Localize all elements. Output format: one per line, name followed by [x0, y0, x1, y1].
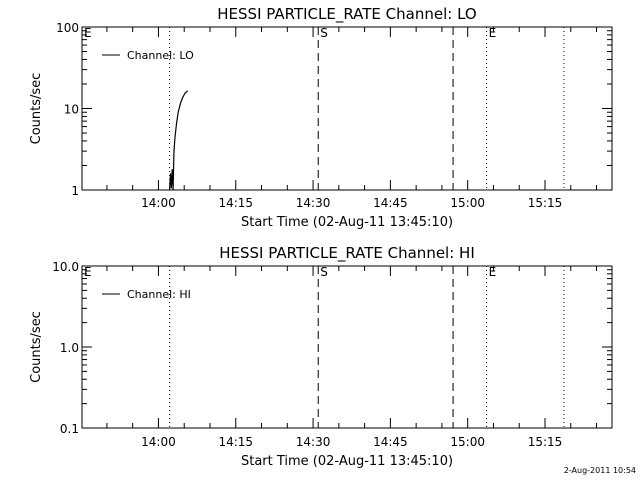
panel2-legend-label: Channel: HI — [127, 288, 191, 301]
panel2-y-tick-label: 10.0 — [52, 260, 79, 274]
panel1-marker-label-e: E — [84, 26, 92, 40]
panel1-marker-label-e: E — [489, 26, 497, 40]
plot-timestamp: 2-Aug-2011 10:54 — [563, 466, 636, 475]
panel1-y-tick-label: 100 — [56, 21, 79, 35]
panel1-y-tick-label: 1 — [71, 184, 79, 198]
panel1-x-tick-label: 15:15 — [528, 196, 563, 210]
panel2-y-axis-label: Counts/sec — [29, 311, 44, 383]
panel2-x-tick-label: 14:45 — [373, 435, 408, 449]
panel2-x-tick-label: 15:15 — [528, 435, 563, 449]
panel1-x-tick-label: 15:00 — [450, 196, 485, 210]
panel1-marker-label-s: S — [320, 26, 328, 40]
panel2-marker-label-e: E — [489, 265, 497, 279]
panel2-x-tick-label: 14:00 — [141, 435, 176, 449]
panel2-y-tick-label: 0.1 — [60, 422, 79, 436]
panel2-x-tick-label: 14:15 — [218, 435, 253, 449]
panel1-x-tick-label: 14:45 — [373, 196, 408, 210]
panel2-x-tick-label: 14:30 — [296, 435, 331, 449]
panel2-x-tick-label: 15:00 — [450, 435, 485, 449]
panel2-marker-label-e: E — [84, 265, 92, 279]
panel1-y-axis-label: Counts/sec — [29, 73, 44, 145]
panel1-series-line-1 — [169, 90, 189, 191]
panel2-title: HESSI PARTICLE_RATE Channel: HI — [219, 244, 475, 263]
panel1-y-tick-label: 10 — [64, 103, 79, 117]
panel1-x-tick-label: 14:15 — [218, 196, 253, 210]
panel1-x-axis-label: Start Time (02-Aug-11 13:45:10) — [241, 215, 453, 230]
panel2-marker-label-s: S — [320, 265, 328, 279]
panel1-title: HESSI PARTICLE_RATE Channel: LO — [217, 5, 476, 24]
panel1-x-tick-label: 14:00 — [141, 196, 176, 210]
panel1-legend-label: Channel: LO — [127, 49, 194, 62]
panel2-y-tick-label: 1.0 — [60, 341, 79, 355]
panel2-x-axis-label: Start Time (02-Aug-11 13:45:10) — [241, 454, 453, 469]
panel1-x-tick-label: 14:30 — [296, 196, 331, 210]
